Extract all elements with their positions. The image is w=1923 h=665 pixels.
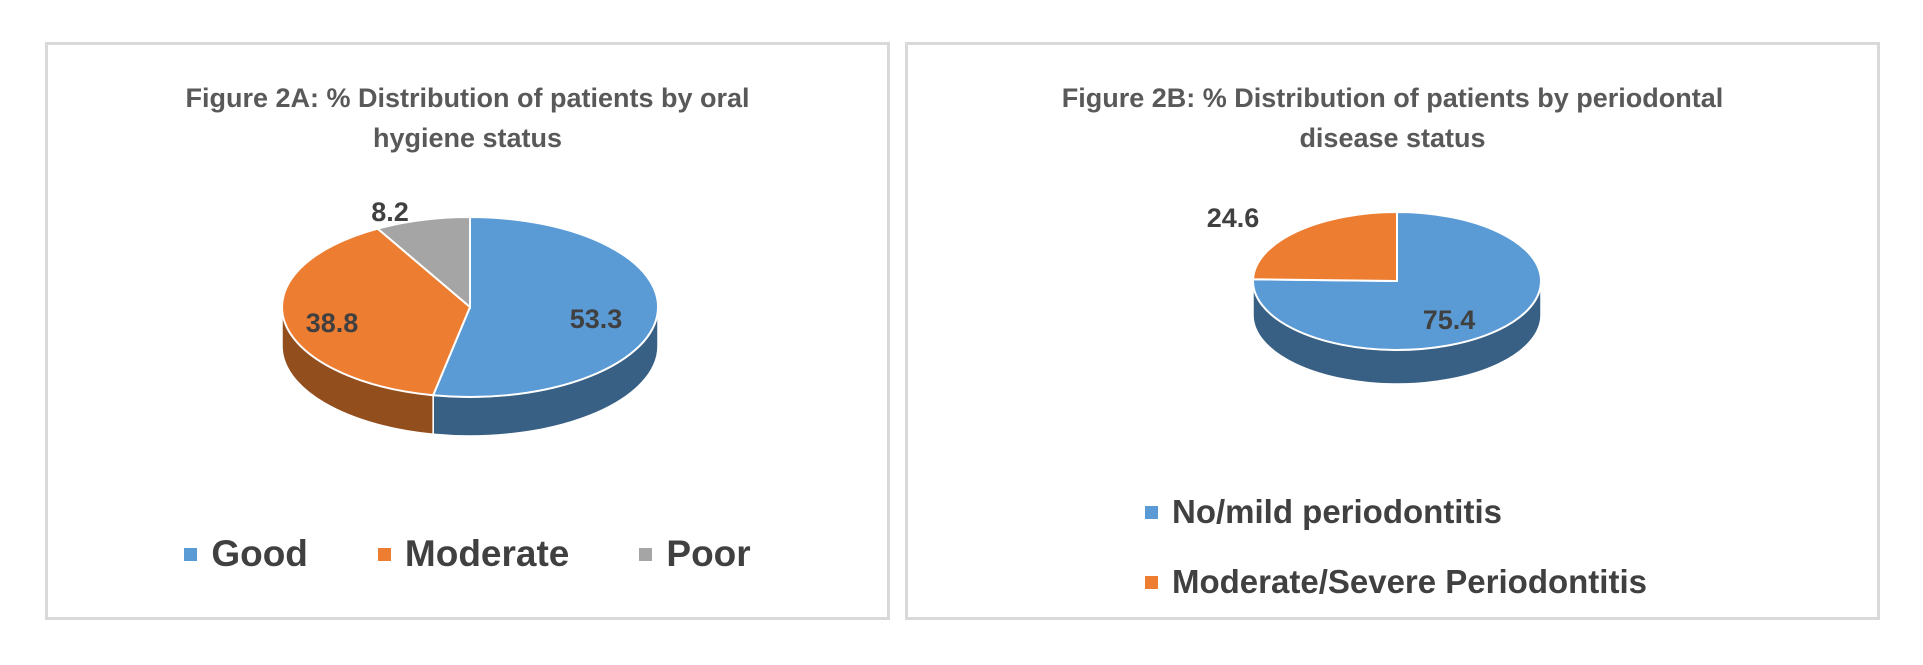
legend-swatch-gray (639, 547, 653, 561)
data-labels: 75.4 24.6 (1207, 203, 1476, 335)
data-labels: 53.3 38.8 8.2 (306, 197, 623, 338)
pie-slice-good (431, 215, 660, 398)
legend-swatch-blue (184, 547, 198, 561)
pie-slice-moderate (281, 227, 472, 397)
legend-label: Good (211, 533, 308, 574)
legend-item-poor: Poor (639, 533, 751, 575)
data-label-moderate: 38.8 (306, 308, 359, 338)
legend: No/mild periodontitis Moderate/Severe Pe… (1145, 477, 1647, 617)
chart-title-line-1: Figure 2A: % Distribution of patients by… (185, 83, 750, 113)
legend-swatch-orange (377, 547, 391, 561)
chart-panel-2b: Figure 2B: % Distribution of patients by… (905, 42, 1880, 620)
legend-label: Moderate (404, 533, 570, 574)
data-label-good: 53.3 (570, 304, 623, 334)
data-label-moderate-severe-periodontitis: 24.6 (1207, 203, 1260, 233)
pie-slice-poor (375, 215, 471, 310)
chart-panel-2a: Figure 2A: % Distribution of patients by… (45, 42, 890, 620)
pie-tops (281, 215, 660, 398)
legend-label: Poor (666, 533, 751, 574)
legend-item-good: Good (184, 533, 308, 575)
legend-label: Moderate/Severe Periodontitis (1172, 563, 1647, 600)
legend: Good Moderate Poor (48, 533, 887, 575)
pie-chart-2b: 75.4 24.6 (1207, 203, 1542, 385)
chart-title-line-1: Figure 2B: % Distribution of patients by… (1061, 83, 1724, 113)
data-label-poor: 8.2 (371, 197, 409, 227)
chart-title: Figure 2A: % Distribution of patients by… (48, 78, 887, 158)
chart-title-line-2: disease status (1299, 123, 1486, 153)
chart-title-line-2: hygiene status (372, 123, 563, 153)
legend-item-no-mild: No/mild periodontitis (1145, 477, 1647, 547)
legend-swatch-blue (1145, 505, 1158, 519)
chart-title: Figure 2B: % Distribution of patients by… (908, 78, 1877, 158)
legend-label: No/mild periodontitis (1172, 493, 1502, 530)
legend-item-moderate-severe: Moderate/Severe Periodontitis (1145, 547, 1647, 617)
data-label-no-mild-periodontitis: 75.4 (1423, 305, 1476, 335)
legend-swatch-orange (1145, 575, 1158, 589)
pie-tops (1251, 210, 1542, 351)
pie-slice-moderate-severe-periodontitis (1251, 210, 1398, 283)
pie-chart-2a: 53.3 38.8 8.2 (281, 197, 660, 437)
legend-item-moderate: Moderate (377, 533, 570, 575)
